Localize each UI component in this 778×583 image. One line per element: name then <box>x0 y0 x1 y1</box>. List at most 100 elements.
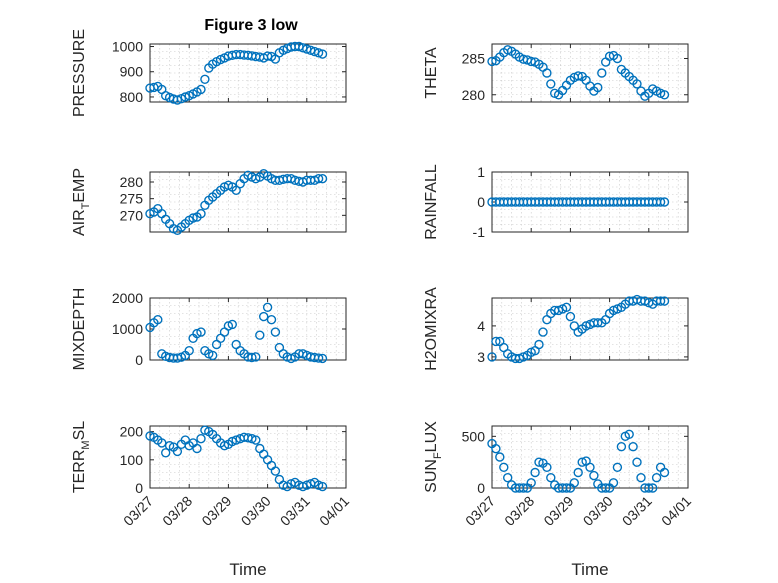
y-axis-label: SUNFLUX <box>423 421 444 493</box>
data-point <box>259 311 269 322</box>
y-axis-label: PRESSURE <box>71 29 88 117</box>
y-tick-label: 3 <box>477 349 485 365</box>
data-point <box>573 467 583 478</box>
data-point <box>526 56 536 67</box>
axes-box <box>491 43 689 103</box>
axes-box <box>491 297 689 361</box>
x-tick-label: 04/01 <box>316 493 352 529</box>
data-point <box>585 462 595 472</box>
data-point <box>569 478 579 488</box>
data-point <box>317 49 328 59</box>
data-point <box>262 51 273 61</box>
data-point <box>313 173 324 184</box>
figure-title: Figure 3 low <box>204 17 298 34</box>
data-point <box>160 448 171 458</box>
y-tick-label: 0 <box>135 480 143 496</box>
x-tick-label: 03/28 <box>159 493 195 529</box>
data-point <box>487 56 497 67</box>
y-axis-label: RAINFALL <box>423 164 440 240</box>
data-point <box>196 327 206 337</box>
data-point <box>487 352 497 362</box>
data-point <box>313 48 324 58</box>
data-point <box>196 434 206 444</box>
subplot-4: -1 0 1 RAINFALL <box>423 164 689 240</box>
y-axis-label: AIRTEMP <box>71 168 92 236</box>
subplot-6: 3 4 H2OMIXRA <box>423 287 689 371</box>
y-axis-label: TERRMSL <box>71 421 92 493</box>
data-point <box>573 71 583 81</box>
data-point <box>651 473 662 483</box>
data-point <box>530 467 540 478</box>
data-point <box>644 483 654 493</box>
y-tick-label: 1 <box>477 164 485 180</box>
data-point <box>495 452 505 462</box>
y-tick-label: 100 <box>120 452 144 468</box>
data-point <box>172 95 183 105</box>
data-point <box>534 339 544 350</box>
data-point <box>180 92 191 102</box>
data-point <box>227 319 238 330</box>
y-tick-label: 200 <box>120 424 144 440</box>
data-point <box>601 483 611 493</box>
data-point <box>231 185 241 196</box>
data-point <box>659 296 670 306</box>
data-point <box>534 457 544 467</box>
data-point <box>196 208 206 219</box>
data-point <box>659 467 670 478</box>
y-tick-label: 275 <box>120 191 144 207</box>
data-point <box>172 353 183 363</box>
y-tick-label: 1000 <box>112 39 143 55</box>
data-point <box>270 327 281 337</box>
y-tick-label: 280 <box>462 87 486 103</box>
data-point <box>624 429 634 439</box>
data-point <box>317 173 328 184</box>
data-point <box>593 318 603 328</box>
data-point <box>628 442 638 452</box>
data-point <box>491 444 501 454</box>
data-point <box>514 353 525 364</box>
y-tick-label: 280 <box>120 174 144 190</box>
data-point <box>153 315 163 325</box>
data-point <box>648 483 658 493</box>
data-point <box>317 481 328 492</box>
data-point <box>601 57 611 67</box>
x-tick-label: 03/27 <box>120 493 156 529</box>
axes-box <box>149 425 347 489</box>
x-tick-label: 03/29 <box>540 493 576 529</box>
data-point <box>542 68 552 78</box>
x-tick-label: 03/27 <box>462 493 498 529</box>
data-point <box>251 352 261 362</box>
y-tick-label: 270 <box>120 207 144 223</box>
data-point <box>313 353 324 363</box>
data-point <box>270 466 281 476</box>
axes-box <box>149 43 347 103</box>
subplot-1: 800 900 1000 PRESSURE <box>71 29 347 117</box>
y-tick-label: 500 <box>462 428 486 444</box>
data-point <box>266 315 277 325</box>
data-point <box>200 74 210 85</box>
x-tick-label: 03/30 <box>238 493 274 529</box>
x-tick-label: 03/29 <box>198 493 234 529</box>
data-point <box>172 446 183 457</box>
data-point <box>636 473 646 483</box>
data-point <box>192 328 202 339</box>
data-point <box>538 327 548 337</box>
data-point <box>553 305 564 316</box>
subplot-2: 280 285 THETA <box>423 43 689 103</box>
y-axis-label: MIXDEPTH <box>71 288 88 371</box>
data-point <box>659 90 670 100</box>
y-tick-label: -1 <box>473 224 486 240</box>
y-tick-label: 2000 <box>112 290 143 306</box>
y-tick-label: 800 <box>120 89 144 105</box>
subplot-7: 0 100 200 TERRMSL 03/27 03/28 03/29 03/30 03/31 0… <box>71 421 352 579</box>
y-tick-label: 1000 <box>112 321 143 337</box>
data-point <box>255 330 265 340</box>
y-tick-label: 285 <box>462 51 486 67</box>
data-point <box>157 438 167 448</box>
subplot-8: 0 500 SUNFLUX 03/27 03/28 03/29 03/30 03/31 04/0… <box>423 421 694 579</box>
x-tick-label: 03/30 <box>580 493 616 529</box>
data-point <box>593 82 603 93</box>
data-point <box>255 443 265 454</box>
